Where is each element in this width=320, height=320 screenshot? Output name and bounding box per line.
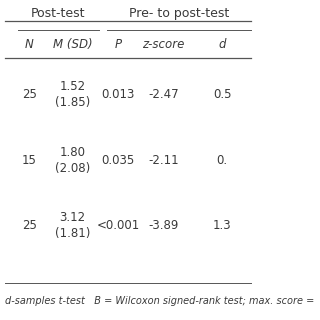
Text: z-score: z-score bbox=[142, 38, 185, 51]
Text: 1.52
(1.85): 1.52 (1.85) bbox=[55, 80, 90, 109]
Text: 0.5: 0.5 bbox=[213, 88, 231, 101]
Text: d: d bbox=[218, 38, 226, 51]
Text: Post-test: Post-test bbox=[31, 7, 86, 20]
Text: P: P bbox=[115, 38, 122, 51]
Text: -3.89: -3.89 bbox=[148, 219, 179, 232]
Text: M (SD): M (SD) bbox=[52, 38, 92, 51]
Text: N: N bbox=[25, 38, 34, 51]
Text: 25: 25 bbox=[22, 219, 36, 232]
Text: -2.11: -2.11 bbox=[148, 154, 179, 166]
Text: 0.035: 0.035 bbox=[101, 154, 135, 166]
Text: 0.013: 0.013 bbox=[101, 88, 135, 101]
Text: -2.47: -2.47 bbox=[148, 88, 179, 101]
Text: 0.: 0. bbox=[217, 154, 228, 166]
Text: 3.12
(1.81): 3.12 (1.81) bbox=[55, 211, 90, 240]
Text: d-samples t-test   B = Wilcoxon signed-rank test; max. score =: d-samples t-test B = Wilcoxon signed-ran… bbox=[5, 296, 314, 306]
Text: 1.80
(2.08): 1.80 (2.08) bbox=[55, 146, 90, 174]
Text: 15: 15 bbox=[22, 154, 36, 166]
Text: Pre- to post-test: Pre- to post-test bbox=[129, 7, 229, 20]
Text: 1.3: 1.3 bbox=[213, 219, 231, 232]
Text: 25: 25 bbox=[22, 88, 36, 101]
Text: <0.001: <0.001 bbox=[96, 219, 140, 232]
